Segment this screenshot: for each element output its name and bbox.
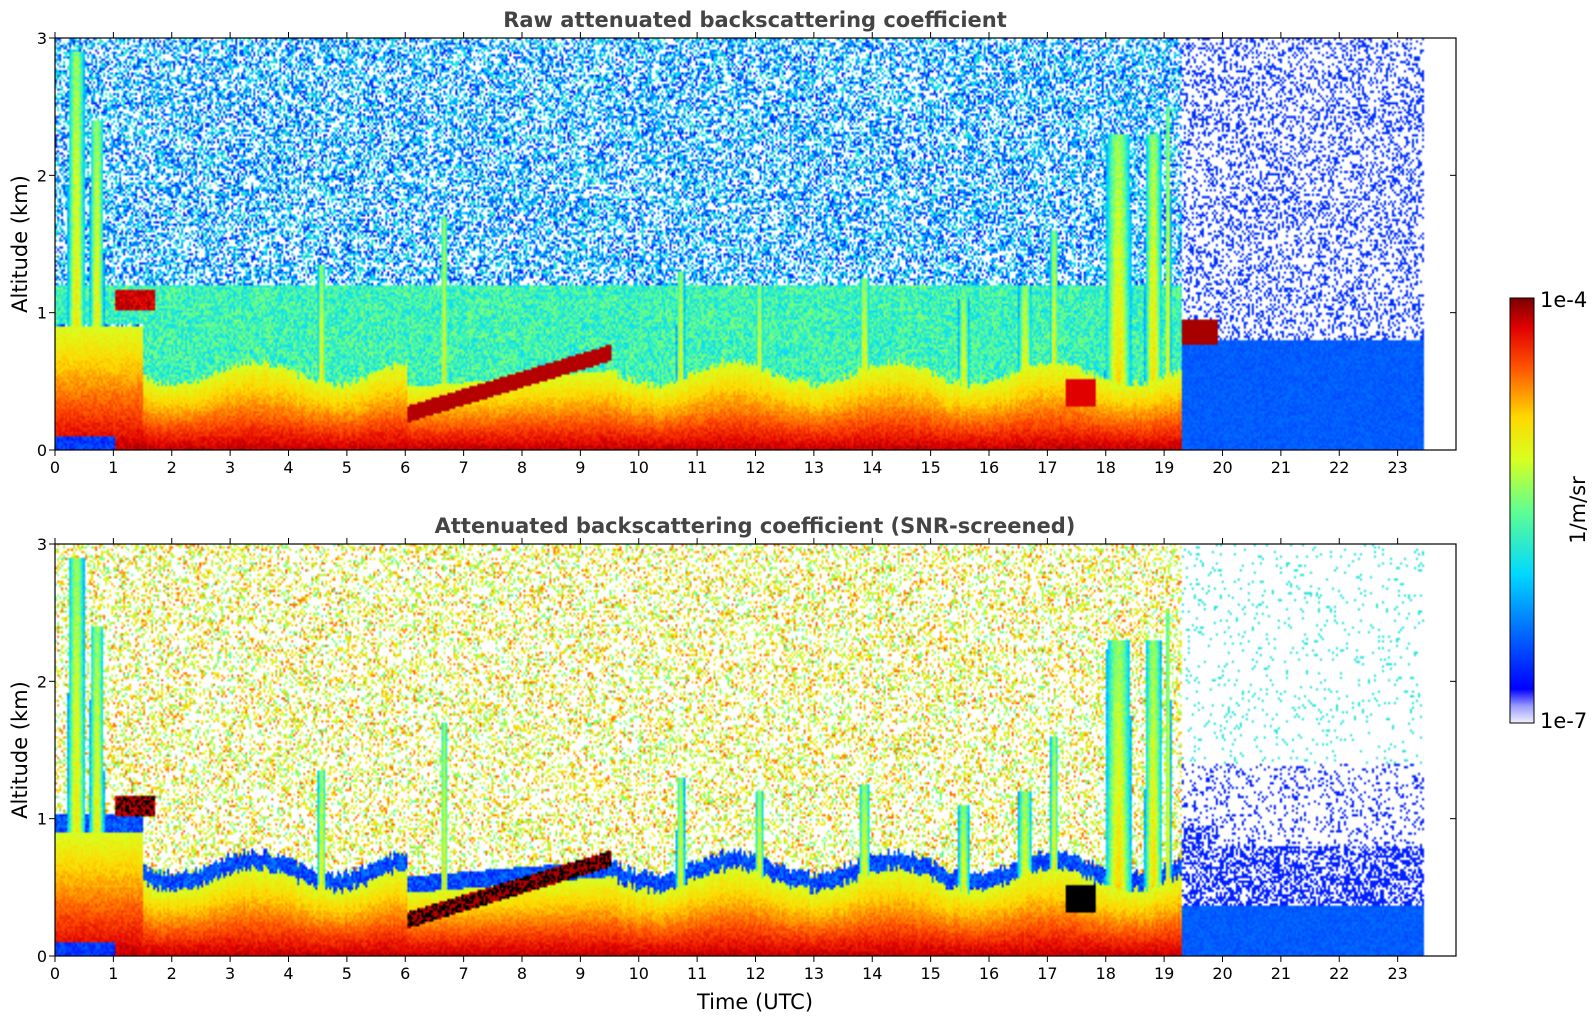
heatmap-raw	[55, 38, 1456, 450]
x-tick-label-raw: 16	[979, 458, 999, 477]
y-tick-label-raw: 3	[37, 29, 47, 48]
x-tick-label-screened: 11	[687, 964, 707, 983]
x-tick-label-screened: 21	[1271, 964, 1291, 983]
x-tick-label-raw: 5	[342, 458, 352, 477]
x-tick-label-raw: 6	[400, 458, 410, 477]
x-tick-label-screened: 1	[108, 964, 118, 983]
x-tick-label-raw: 12	[745, 458, 765, 477]
x-tick-label-raw: 23	[1387, 458, 1407, 477]
x-tick-label-screened: 14	[862, 964, 882, 983]
x-tick-label-screened: 15	[920, 964, 940, 983]
x-tick-label-screened: 19	[1154, 964, 1174, 983]
y-tick-label-screened: 2	[37, 672, 47, 691]
x-tick-label-raw: 10	[629, 458, 649, 477]
x-tick-label-screened: 10	[629, 964, 649, 983]
x-axis-raw: 0 1 2 3 4 5 6 7 8 9 10 11 12 13 14 15 16 17 18 19 20 21 22 23	[50, 32, 1408, 477]
x-tick-label-raw: 22	[1329, 458, 1349, 477]
chart-title-raw: Raw attenuated backscattering coefficien…	[503, 8, 1007, 32]
x-tick-label-screened: 17	[1037, 964, 1057, 983]
panel-raw: Raw attenuated backscattering coefficien…	[8, 8, 1457, 477]
x-tick-label-screened: 18	[1096, 964, 1116, 983]
x-tick-label-screened: 13	[804, 964, 824, 983]
x-tick-label-screened: 5	[342, 964, 352, 983]
x-tick-label-screened: 16	[979, 964, 999, 983]
heatmap-image-screened	[55, 544, 1456, 956]
x-tick-label-screened: 4	[283, 964, 293, 983]
y-tick-label-raw: 1	[37, 304, 47, 323]
x-tick-label-raw: 4	[283, 458, 293, 477]
y-tick-label-raw: 2	[37, 166, 47, 185]
y-tick-label-screened: 3	[37, 535, 47, 554]
chart-title-screened: Attenuated backscattering coefficient (S…	[435, 514, 1076, 538]
xlabel-screened: Time (UTC)	[696, 990, 813, 1014]
y-axis-screened: 0 1 2 3	[37, 535, 1456, 966]
x-tick-label-screened: 0	[50, 964, 60, 983]
colorbar-unit-label: 1/m/sr	[1566, 476, 1590, 544]
x-tick-label-raw: 9	[575, 458, 585, 477]
x-tick-label-raw: 1	[108, 458, 118, 477]
x-tick-label-screened: 8	[517, 964, 527, 983]
x-tick-label-screened: 20	[1212, 964, 1232, 983]
heatmap-screened	[55, 544, 1456, 956]
x-tick-label-raw: 2	[167, 458, 177, 477]
x-axis-screened: 0 1 2 3 4 5 6 7 8 9 10 11 12 13 14 15 16 17 18 19 20 21 22 23	[50, 538, 1408, 983]
y-tick-label-screened: 0	[37, 947, 47, 966]
ylabel-raw: Altitude (km)	[8, 175, 32, 313]
colorbar-gradient	[1509, 297, 1535, 724]
x-tick-label-raw: 7	[459, 458, 469, 477]
x-tick-label-raw: 19	[1154, 458, 1174, 477]
x-tick-label-screened: 22	[1329, 964, 1349, 983]
ylabel-screened: Altitude (km)	[8, 681, 32, 819]
x-tick-label-raw: 3	[225, 458, 235, 477]
x-tick-label-raw: 21	[1271, 458, 1291, 477]
x-tick-label-screened: 6	[400, 964, 410, 983]
x-tick-label-screened: 12	[745, 964, 765, 983]
heatmap-image-raw	[55, 38, 1456, 450]
colorbar-min-label: 1e-7	[1540, 709, 1587, 733]
x-tick-label-screened: 23	[1387, 964, 1407, 983]
x-tick-label-raw: 13	[804, 458, 824, 477]
y-axis-raw: 0 1 2 3	[37, 29, 1456, 460]
x-tick-label-screened: 7	[459, 964, 469, 983]
colorbar-max-label: 1e-4	[1540, 288, 1587, 312]
y-tick-label-raw: 0	[37, 441, 47, 460]
x-tick-label-raw: 20	[1212, 458, 1232, 477]
x-tick-label-raw: 14	[862, 458, 882, 477]
x-tick-label-raw: 0	[50, 458, 60, 477]
x-tick-label-screened: 9	[575, 964, 585, 983]
x-tick-label-screened: 2	[167, 964, 177, 983]
x-tick-label-raw: 11	[687, 458, 707, 477]
x-tick-label-raw: 8	[517, 458, 527, 477]
colorbar: 1e-4 1e-7 1/m/sr	[1509, 288, 1590, 733]
x-tick-label-raw: 18	[1096, 458, 1116, 477]
x-tick-label-raw: 15	[920, 458, 940, 477]
x-tick-label-screened: 3	[225, 964, 235, 983]
x-tick-label-raw: 17	[1037, 458, 1057, 477]
y-tick-label-screened: 1	[37, 810, 47, 829]
panel-screened: Attenuated backscattering coefficient (S…	[8, 514, 1457, 1014]
